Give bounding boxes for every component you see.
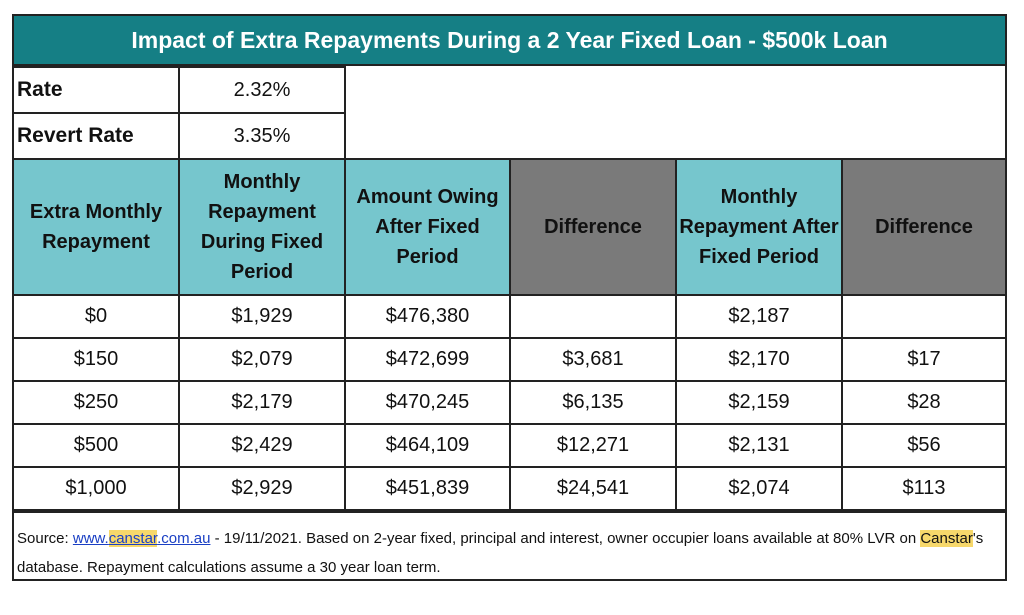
empty-area (344, 67, 1005, 159)
source-link[interactable]: www.canstar.com.au (72, 530, 211, 547)
table-cell: $472,699 (344, 337, 511, 382)
table-row: $0 $1,929 $476,380 $2,187 (14, 294, 1005, 339)
table-cell: $250 (14, 380, 180, 425)
table-cell (841, 294, 1005, 339)
table-cell: $2,079 (178, 337, 346, 382)
column-header: Difference (509, 158, 677, 296)
table-row: $500 $2,429 $464,109 $12,271 $2,131 $56 (14, 423, 1005, 468)
table-cell: $500 (14, 423, 180, 468)
table-row: $250 $2,179 $470,245 $6,135 $2,159 $28 (14, 380, 1005, 425)
loan-table: Impact of Extra Repayments During a 2 Ye… (12, 14, 1007, 581)
rate-value: 2.32% (178, 66, 346, 114)
table-cell: $24,541 (509, 466, 677, 511)
table-cell: $1,929 (178, 294, 346, 339)
table-cell: $1,000 (14, 466, 180, 511)
table-cell: $17 (841, 337, 1005, 382)
table-cell: $470,245 (344, 380, 511, 425)
table-cell: $56 (841, 423, 1005, 468)
column-header: Amount Owing After Fixed Period (344, 158, 511, 296)
table-cell: $476,380 (344, 294, 511, 339)
column-header: Monthly Repayment During Fixed Period (178, 158, 346, 296)
table-cell: $2,131 (675, 423, 843, 468)
column-header: Extra Monthly Repayment (14, 158, 180, 296)
table-cell: $2,187 (675, 294, 843, 339)
header-row: Extra Monthly Repayment Monthly Repaymen… (14, 158, 1005, 296)
table-cell: $3,681 (509, 337, 677, 382)
table-cell: $2,074 (675, 466, 843, 511)
table-cell: $464,109 (344, 423, 511, 468)
table-cell (509, 294, 677, 339)
table-cell: $150 (14, 337, 180, 382)
source-note: Source: www.canstar.com.au - 19/11/2021.… (14, 511, 1005, 579)
table-cell: $451,839 (344, 466, 511, 511)
table-cell: $28 (841, 380, 1005, 425)
table-cell: $6,135 (509, 380, 677, 425)
table-cell: $2,429 (178, 423, 346, 468)
revert-rate-label: Revert Rate (14, 112, 180, 160)
rate-row: Rate 2.32% (14, 66, 1005, 159)
revert-rate-value: 3.35% (178, 112, 345, 160)
source-label: Source: (17, 530, 73, 547)
table-cell: $2,179 (178, 380, 346, 425)
table-row: $150 $2,079 $472,699 $3,681 $2,170 $17 (14, 337, 1005, 382)
brand-highlight: Canstar (920, 530, 973, 547)
revert-rate-row: Revert Rate 3.35% (14, 112, 1005, 160)
note-text: 's database. Repayment calculations assu… (17, 530, 984, 576)
table-cell: $113 (841, 466, 1005, 511)
column-header: Difference (841, 158, 1005, 296)
note-text: - 19/11/2021. Based on 2-year fixed, pri… (210, 530, 921, 547)
table-cell: $12,271 (509, 423, 677, 468)
table-cell: $2,159 (675, 380, 843, 425)
table-cell: $2,929 (178, 466, 346, 511)
column-header: Monthly Repayment After Fixed Period (675, 158, 843, 296)
table-cell: $2,170 (675, 337, 843, 382)
rate-label: Rate (14, 66, 180, 114)
table-cell: $0 (14, 294, 180, 339)
table-row: $1,000 $2,929 $451,839 $24,541 $2,074 $113 (14, 466, 1005, 511)
table-title: Impact of Extra Repayments During a 2 Ye… (14, 16, 1005, 66)
